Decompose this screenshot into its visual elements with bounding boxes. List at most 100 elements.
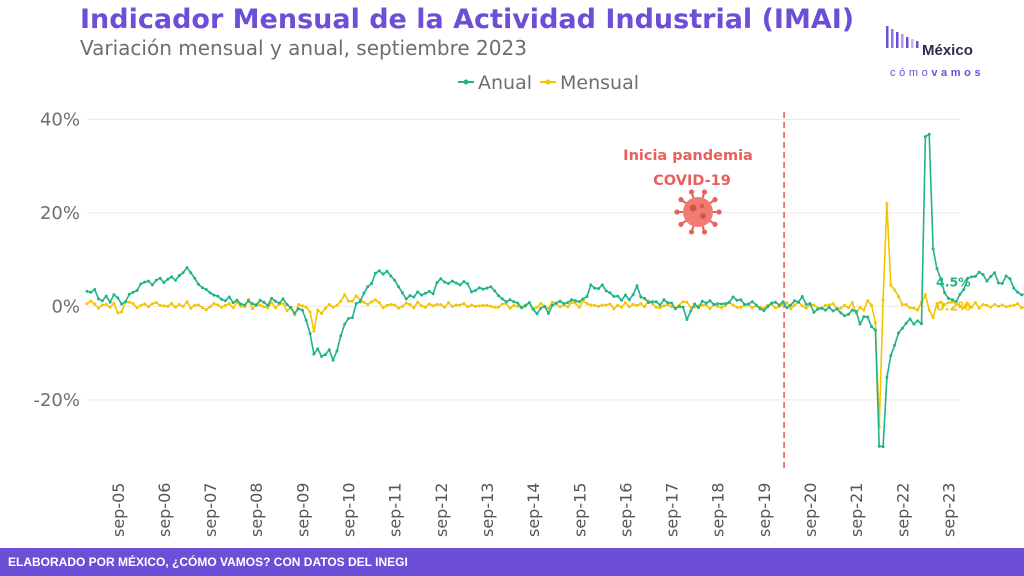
pandemic-annotation: Inicia pandemia COVID-19: [623, 112, 785, 472]
data-point-anual: [481, 287, 485, 291]
data-point-mensual: [823, 303, 827, 307]
data-point-anual: [1000, 282, 1004, 285]
data-point-anual: [135, 289, 139, 292]
data-point-anual: [504, 300, 508, 304]
data-point-anual: [293, 311, 297, 315]
data-point-anual: [104, 294, 108, 298]
data-point-mensual: [227, 302, 231, 306]
data-point-anual: [189, 271, 193, 275]
data-point-anual: [220, 297, 224, 301]
data-point-anual: [873, 328, 877, 332]
data-point-mensual: [97, 306, 100, 310]
data-point-anual: [497, 294, 500, 298]
data-point-mensual: [539, 302, 543, 306]
data-point-mensual: [135, 306, 139, 310]
data-point-anual: [612, 295, 616, 298]
virus-body: [683, 197, 713, 227]
data-point-anual: [758, 307, 762, 311]
x-tick-label: sep-11: [386, 483, 405, 537]
data-point-mensual: [558, 305, 562, 309]
data-point-mensual: [347, 299, 350, 303]
data-point-mensual: [473, 304, 477, 308]
data-point-anual: [816, 307, 820, 311]
data-point-anual: [962, 288, 966, 291]
data-point-anual: [558, 299, 562, 303]
mexico-como-vamos-logo: México cómovamos: [880, 24, 1010, 84]
data-point-anual: [750, 300, 754, 304]
data-point-mensual: [839, 306, 843, 310]
data-point-anual: [577, 300, 581, 304]
data-point-mensual: [200, 306, 204, 310]
data-point-mensual: [1012, 303, 1016, 307]
end-labels: 4.5% 0.2%: [936, 274, 971, 313]
data-point-mensual: [547, 306, 550, 310]
data-point-anual: [716, 302, 720, 306]
data-point-anual: [412, 295, 416, 299]
data-point-anual: [704, 301, 708, 305]
data-point-mensual: [962, 306, 966, 310]
data-point-anual: [273, 299, 277, 303]
data-point-mensual: [973, 301, 977, 305]
data-point-anual: [362, 291, 366, 295]
data-point-anual: [85, 289, 89, 293]
data-point-anual: [793, 299, 797, 303]
data-point-anual: [877, 444, 881, 448]
data-point-mensual: [681, 300, 685, 304]
data-point-mensual: [189, 306, 193, 310]
data-point-mensual: [893, 288, 897, 292]
data-point-anual: [708, 299, 712, 303]
data-point-mensual: [658, 306, 662, 310]
y-tick-label: 20%: [40, 203, 80, 224]
data-point-mensual: [350, 299, 354, 303]
data-point-anual: [843, 314, 847, 318]
data-point-anual: [404, 297, 408, 301]
data-point-mensual: [185, 300, 189, 304]
data-point-mensual: [827, 303, 831, 307]
data-point-mensual: [366, 303, 370, 306]
data-point-anual: [308, 332, 312, 335]
data-point-mensual: [577, 305, 581, 309]
data-point-mensual: [262, 305, 266, 309]
data-point-anual: [920, 322, 923, 326]
data-point-mensual: [927, 308, 931, 312]
x-tick-label: sep-14: [524, 483, 543, 537]
data-point-anual: [139, 282, 143, 286]
data-point-anual: [447, 282, 450, 285]
data-point-anual: [381, 272, 385, 276]
data-point-anual: [243, 303, 247, 307]
data-point-anual: [862, 315, 866, 319]
x-tick-label: sep-06: [155, 483, 174, 537]
data-point-mensual: [481, 303, 485, 307]
data-point-anual: [812, 310, 816, 314]
data-point-anual: [127, 292, 131, 296]
data-point-anual: [1008, 277, 1012, 281]
data-point-anual: [881, 445, 885, 449]
data-point-mensual: [304, 305, 308, 309]
data-point-mensual: [981, 303, 985, 306]
virus-spot: [689, 204, 697, 212]
data-point-anual: [485, 286, 489, 290]
data-point-anual: [370, 282, 374, 285]
data-point-anual: [623, 293, 627, 297]
chart-series: [85, 132, 1024, 449]
data-point-anual: [947, 296, 950, 300]
data-point-mensual: [966, 302, 970, 306]
data-point-anual: [473, 289, 477, 292]
data-point-anual: [208, 291, 212, 295]
data-point-anual: [943, 291, 947, 295]
data-point-anual: [300, 308, 304, 312]
data-point-anual: [97, 297, 100, 301]
data-point-anual: [235, 298, 239, 302]
data-point-mensual: [116, 311, 120, 315]
data-point-mensual: [958, 305, 962, 309]
data-point-anual: [904, 321, 908, 325]
data-point-anual: [347, 317, 350, 320]
data-point-mensual: [416, 300, 420, 304]
data-point-anual: [200, 286, 204, 290]
data-point-mensual: [485, 303, 489, 307]
data-point-anual: [720, 302, 724, 306]
data-point-anual: [427, 289, 431, 293]
data-point-anual: [120, 302, 124, 306]
data-point-anual: [277, 301, 281, 305]
data-point-mensual: [550, 300, 554, 304]
